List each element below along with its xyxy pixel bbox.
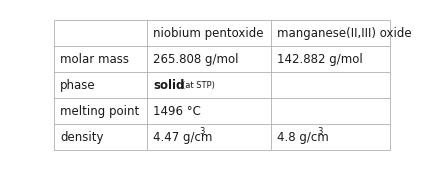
Text: niobium pentoxide: niobium pentoxide (153, 27, 264, 40)
Text: 3: 3 (199, 127, 204, 136)
Text: 265.808 g/mol: 265.808 g/mol (153, 53, 239, 66)
Text: manganese(II,III) oxide: manganese(II,III) oxide (277, 27, 412, 40)
Text: 142.882 g/mol: 142.882 g/mol (277, 53, 363, 66)
Text: phase: phase (60, 79, 96, 92)
Text: molar mass: molar mass (60, 53, 129, 66)
Text: 1496 °C: 1496 °C (153, 105, 201, 118)
Text: (at STP): (at STP) (182, 81, 215, 90)
Text: density: density (60, 131, 103, 144)
Text: 4.47 g/cm: 4.47 g/cm (153, 131, 213, 144)
Text: 3: 3 (317, 127, 323, 136)
Text: melting point: melting point (60, 105, 139, 118)
Text: 4.8 g/cm: 4.8 g/cm (277, 131, 329, 144)
Text: solid: solid (153, 79, 184, 92)
